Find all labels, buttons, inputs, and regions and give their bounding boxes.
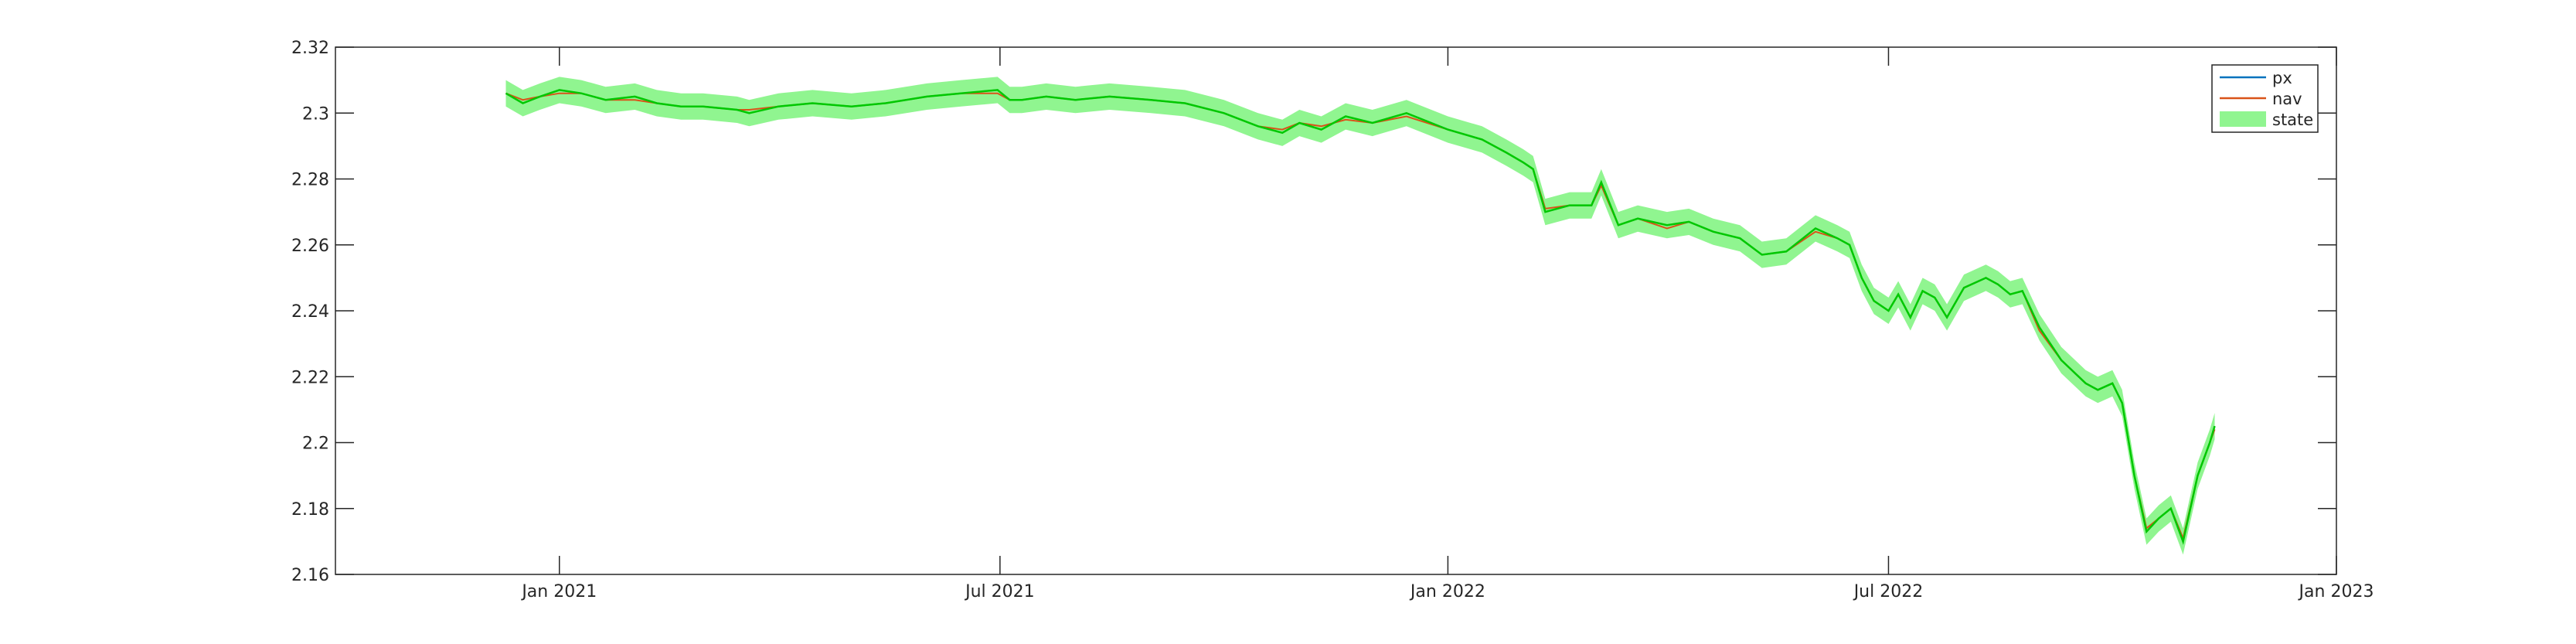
y-tick-label: 2.26 [291,237,329,256]
y-tick-label: 2.16 [291,566,329,585]
legend: px nav state [2211,64,2319,133]
legend-label-px: px [2272,69,2292,87]
x-tick-label: Jan 2021 [520,582,597,601]
y-tick-label: 2.3 [302,104,329,124]
legend-label-state: state [2272,111,2313,129]
y-tick-label: 2.2 [302,434,329,454]
y-tick-label: 2.28 [291,171,329,190]
legend-swatch-state [2220,111,2266,127]
series-line-state [505,89,2216,545]
plot-area [505,77,2216,555]
legend-label-nav: nav [2272,90,2302,108]
x-tick-label: Jan 2022 [1409,582,1485,601]
x-tick-label: Jan 2023 [2298,582,2374,601]
axes: 2.16 2.18 2.2 2.22 2.24 2.26 2.28 2.3 2.32 Jan 20… [291,39,2374,601]
x-tick-label: Jul 2021 [964,582,1035,601]
y-tick-label: 2.32 [291,39,329,58]
x-tick-label: Jul 2022 [1853,582,1924,601]
y-tick-label: 2.18 [291,500,329,520]
y-tick-label: 2.22 [291,368,329,387]
y-tick-label: 2.24 [291,302,329,322]
